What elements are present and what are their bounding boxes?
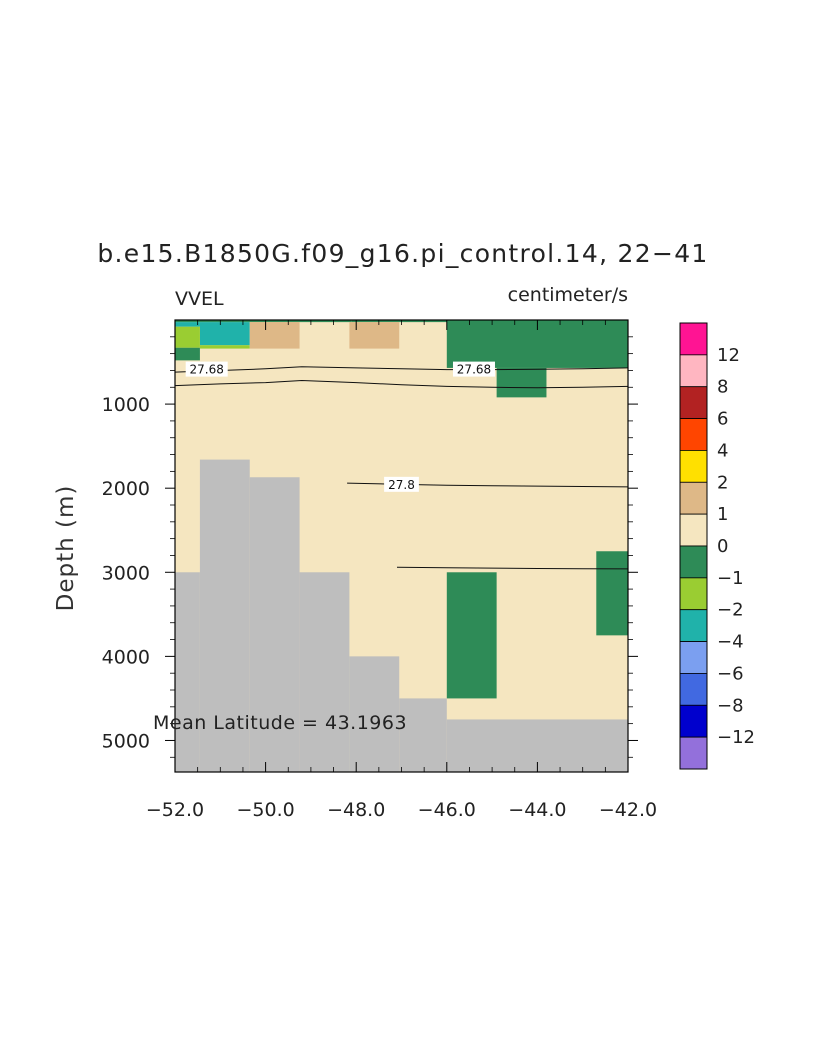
colorbar-label: 8 [717,377,728,398]
colorbar-swatch [679,418,708,451]
x-tick-label: −42.0 [599,799,657,821]
colorbar-swatch [679,736,708,770]
colorbar-label: −8 [717,695,744,716]
contour-label-bg [452,361,495,377]
colorbar-swatch [679,545,708,579]
variable-label: VVEL [175,288,224,310]
y-tick-label: 3000 [102,562,150,584]
land-cell [299,572,350,772]
colorbar: 12 8 6 4 2 1 0 −1 −2 −4 −6 −8 −12 [679,322,755,770]
data-cell [175,326,200,348]
contour-line [174,379,629,389]
colorbar-swatch [679,673,708,706]
y-axis-label: Depth (m) [53,485,79,612]
data-cell [496,367,547,398]
colorbar-label: −6 [717,663,744,684]
units-label: centimeter/s [508,284,628,306]
x-tick-label: −44.0 [508,799,566,821]
data-cells [175,320,628,699]
data-cell [199,322,250,346]
contour-label: 27.8 [388,478,415,492]
contour-label: 27.68 [190,363,224,377]
x-tick-label: −46.0 [418,799,476,821]
axes: −52.0 −50.0 −48.0 −46.0 −44.0 −42.0 1000 2000 30… [102,319,657,821]
data-cell [446,572,497,699]
data-cell [596,551,628,636]
contour-label-bg [185,361,228,377]
contour-label: 27.68 [457,363,491,377]
colorbar-swatch [679,322,708,356]
data-cell [175,320,352,323]
colorbar-label: 12 [717,345,740,366]
data-cell [175,347,200,361]
colorbar-swatch [679,577,708,611]
colorbar-swatch [679,513,708,547]
colorbar-label: −1 [717,568,744,589]
colorbar-swatch [679,704,708,738]
colorbar-label: −2 [717,600,744,621]
data-cell [351,320,447,323]
colorbar-label: 4 [717,440,728,461]
data-cell [175,322,200,327]
data-cell [249,322,300,349]
colorbar-label: 2 [717,472,728,493]
y-tick-label: 5000 [102,730,150,752]
colorbar-label: 6 [717,409,728,430]
land-cell [349,656,400,772]
land-cell [249,477,300,772]
colorbar-swatch [679,481,708,515]
x-tick-label: −48.0 [327,799,385,821]
colorbar-swatch [679,386,708,419]
y-tick-label: 1000 [102,394,150,416]
chart-title: b.e15.B1850G.f09_g16.pi_control.14, 22−4… [97,239,708,268]
land-cell [399,698,447,772]
data-cell [199,345,250,349]
y-tick-label: 4000 [102,646,150,668]
colorbar-swatch [679,641,708,674]
contours: 27.68 27.68 27.8 [174,361,629,570]
land-cell [199,459,250,772]
colorbar-label: −4 [717,632,744,653]
y-tick-label: 2000 [102,478,150,500]
colorbar-swatch [679,354,708,388]
land-cell [175,572,200,772]
colorbar-swatch [679,609,708,642]
x-tick-label: −52.0 [146,799,204,821]
contour-line [396,566,629,570]
contour-line [174,366,629,373]
bathymetry [175,459,628,772]
contour-label-bg [384,476,419,492]
plot-area: 27.68 27.68 27.8 −52.0 −50.0 −48.0 −46.0 −44.0… [102,319,657,821]
colorbar-frame [679,322,708,770]
x-tick-label: −50.0 [236,799,294,821]
colorbar-label: 1 [717,504,728,525]
data-cell [349,322,400,349]
colorbar-label: 0 [717,536,728,557]
mean-latitude-annotation: Mean Latitude = 43.1963 [153,712,407,734]
colorbar-label: −12 [717,727,755,748]
colorbar-swatch [679,450,708,483]
